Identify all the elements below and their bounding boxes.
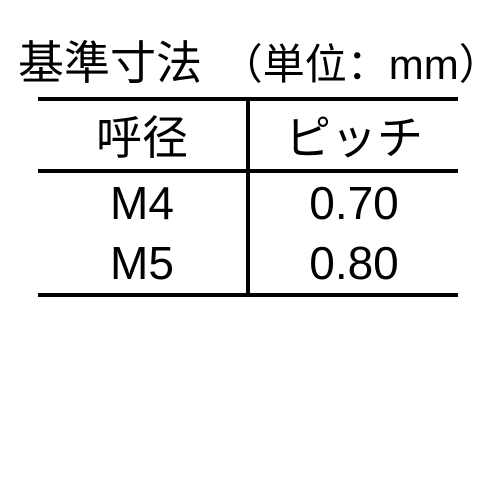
table-header-row: 呼径 ピッチ xyxy=(38,99,458,171)
col-header-diameter: 呼径 xyxy=(38,99,248,171)
title-row: 基準寸法 （単位：mm） xyxy=(0,38,500,89)
dimension-sheet: 基準寸法 （単位：mm） 呼径 ピッチ M4 0.70 M5 0.80 xyxy=(0,0,500,500)
title-text: 基準寸法 xyxy=(18,37,202,89)
cell-diameter: M4 xyxy=(38,171,248,233)
cell-pitch: 0.80 xyxy=(248,233,458,295)
dimension-table: 呼径 ピッチ M4 0.70 M5 0.80 xyxy=(38,97,458,297)
table-row: M4 0.70 xyxy=(38,171,458,233)
col-header-pitch: ピッチ xyxy=(248,99,458,171)
cell-pitch: 0.70 xyxy=(248,171,458,233)
cell-diameter: M5 xyxy=(38,233,248,295)
table-row: M5 0.80 xyxy=(38,233,458,295)
unit-label: （単位：mm） xyxy=(221,41,500,88)
